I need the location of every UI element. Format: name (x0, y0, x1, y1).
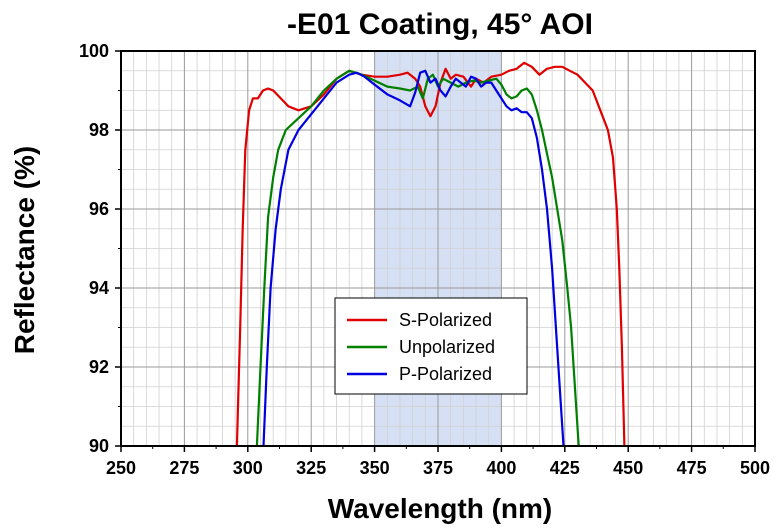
y-tick-label: 90 (89, 436, 109, 456)
y-axis-label: Reflectance (%) (9, 146, 40, 355)
x-tick-label: 325 (296, 458, 326, 478)
legend: S-Polarized Unpolarized P-Polarized (334, 297, 528, 395)
x-tick-label: 250 (106, 458, 136, 478)
y-tick-label: 100 (79, 41, 109, 61)
x-tick-label: 425 (550, 458, 580, 478)
series-line-unpolarized (255, 69, 580, 446)
x-tick-label: 350 (360, 458, 390, 478)
legend-label-unpolarized: Unpolarized (399, 337, 495, 357)
chart-title: -E01 Coating, 45° AOI (287, 8, 593, 41)
x-tick-label: 275 (169, 458, 199, 478)
y-tick-label: 98 (89, 120, 109, 140)
x-tick-label: 475 (677, 458, 707, 478)
x-tick-label: 400 (486, 458, 516, 478)
legend-label-p-polarized: P-Polarized (399, 364, 492, 384)
y-tick-label: 96 (89, 199, 109, 219)
x-tick-label: 300 (233, 458, 263, 478)
series-line-p-polarized (262, 69, 565, 446)
y-tick-label: 94 (89, 278, 109, 298)
x-tick-label: 500 (740, 458, 770, 478)
x-axis-label: Wavelength (nm) (328, 493, 553, 524)
series-line-s-polarized (235, 61, 626, 446)
y-tick-label: 92 (89, 357, 109, 377)
x-tick-label: 450 (613, 458, 643, 478)
x-tick-label: 375 (423, 458, 453, 478)
legend-label-s-polarized: S-Polarized (399, 310, 492, 330)
